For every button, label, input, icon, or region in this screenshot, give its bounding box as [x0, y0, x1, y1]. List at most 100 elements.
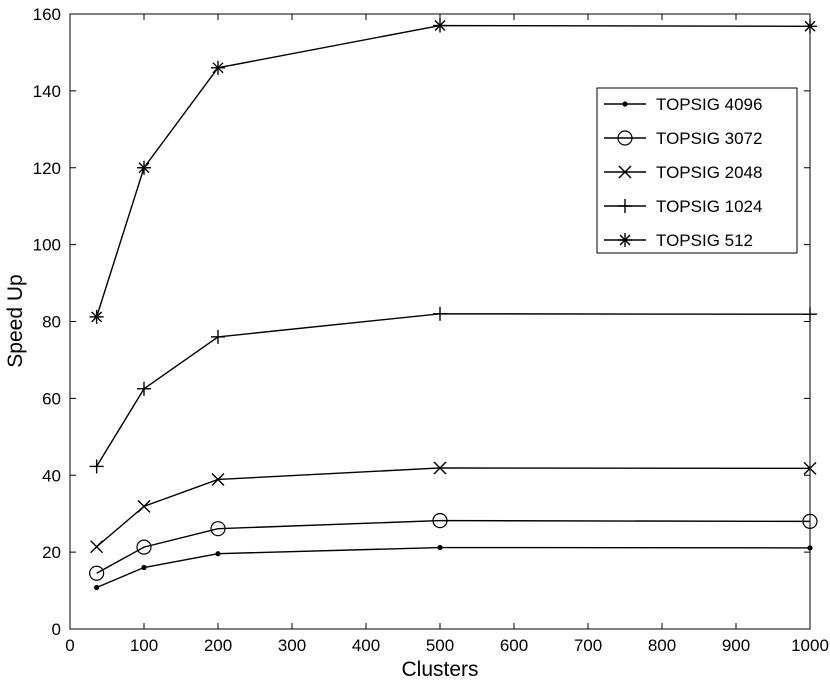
series-topsig-4096 — [94, 544, 813, 591]
x-tick-label: 0 — [65, 636, 74, 655]
series-line — [96, 313, 811, 467]
star-marker — [137, 160, 151, 175]
data-point — [211, 329, 225, 344]
y-tick-label: 140 — [33, 82, 61, 101]
data-point — [137, 499, 151, 513]
dot-marker — [215, 551, 221, 557]
legend-label: TOPSIG 3072 — [656, 129, 762, 148]
circle-shape — [617, 130, 633, 146]
x-marker — [433, 461, 447, 475]
series-line — [96, 519, 811, 574]
axis-ticks: 0 100 200 300 400 500 600 700 800 900 1000 0 20 40 60 8… — [33, 5, 829, 655]
data-point — [215, 551, 221, 557]
star-stroke — [91, 311, 103, 323]
legend-entry: TOPSIG 4096 — [604, 95, 762, 114]
x-tick-label: 800 — [648, 636, 676, 655]
x-tick-label: 300 — [278, 636, 306, 655]
data-point — [89, 309, 104, 324]
data-point — [803, 19, 817, 34]
dot-marker — [622, 101, 628, 107]
legend-label: TOPSIG 1024 — [656, 197, 762, 216]
x-stroke — [90, 540, 104, 554]
circle-marker — [210, 521, 226, 537]
x-stroke — [618, 165, 632, 179]
y-tick-label: 60 — [42, 389, 61, 408]
data-point — [210, 521, 226, 537]
x-stroke — [433, 461, 447, 475]
series-topsig-2048 — [90, 461, 817, 554]
star-stroke — [619, 234, 631, 246]
data-point — [89, 459, 104, 474]
dot-marker — [437, 544, 443, 551]
dot-shape — [141, 564, 147, 571]
y-axis-title: Speed Up — [4, 274, 27, 367]
legend-entry: TOPSIG 512 — [604, 231, 753, 250]
circle-shape — [89, 565, 105, 581]
plus-marker — [803, 307, 817, 322]
data-point — [141, 564, 147, 571]
legend-label: TOPSIG 4096 — [656, 95, 762, 114]
legend-entry: TOPSIG 2048 — [604, 163, 762, 182]
star-stroke — [212, 62, 224, 74]
data-point — [211, 60, 225, 75]
legend-entry: TOPSIG 3072 — [604, 129, 762, 148]
circle-shape — [432, 513, 448, 529]
series-topsig-512 — [89, 18, 817, 324]
star-marker — [89, 309, 104, 324]
series-line — [96, 546, 811, 589]
data-point — [137, 381, 151, 396]
x-marker — [137, 499, 151, 513]
x-tick-label: 600 — [500, 636, 528, 655]
star-stroke — [434, 20, 446, 32]
y-tick-label: 40 — [42, 466, 61, 485]
plus-marker — [137, 381, 151, 396]
x-marker — [618, 165, 632, 179]
x-tick-label: 900 — [722, 636, 750, 655]
data-point — [807, 545, 813, 551]
circle-shape — [210, 521, 226, 537]
x-stroke — [211, 472, 225, 486]
x-stroke — [803, 461, 817, 475]
x-marker — [90, 540, 104, 554]
dot-shape — [622, 101, 628, 107]
star-stroke — [804, 20, 816, 32]
data-point — [136, 539, 152, 555]
x-tick-label: 500 — [426, 636, 454, 655]
y-tick-label: 120 — [33, 159, 61, 178]
data-point — [803, 307, 817, 322]
data-point — [802, 513, 818, 529]
dot-marker — [94, 584, 100, 591]
circle-shape — [802, 513, 818, 529]
y-tick-label: 20 — [42, 543, 61, 562]
data-point — [803, 461, 817, 475]
dot-marker — [141, 564, 147, 571]
legend-label: TOPSIG 512 — [656, 231, 753, 250]
star-stroke — [138, 162, 150, 174]
circle-shape — [136, 539, 152, 555]
plus-marker — [211, 329, 225, 344]
x-tick-label: 400 — [352, 636, 380, 655]
series-topsig-3072 — [89, 513, 818, 581]
data-point — [89, 565, 105, 581]
legend: TOPSIG 4096 TOPSIG 3072 TOPSIG 2048 TOPSIG … — [596, 87, 798, 254]
dot-marker — [807, 545, 813, 551]
legend-box — [596, 87, 798, 254]
circle-marker — [617, 130, 633, 146]
dot-shape — [215, 551, 221, 557]
dot-shape — [437, 544, 443, 551]
star-marker — [433, 18, 447, 33]
circle-marker — [136, 539, 152, 555]
x-marker — [803, 461, 817, 475]
series-line — [96, 467, 811, 548]
data-point — [94, 584, 100, 591]
star-marker — [803, 19, 817, 34]
y-tick-label: 80 — [42, 313, 61, 332]
x-marker — [211, 472, 225, 486]
series-topsig-1024 — [89, 306, 817, 474]
x-tick-label: 1000 — [791, 636, 829, 655]
data-point — [211, 472, 225, 486]
data-point — [433, 306, 447, 321]
star-marker — [618, 233, 632, 247]
circle-marker — [89, 565, 105, 581]
